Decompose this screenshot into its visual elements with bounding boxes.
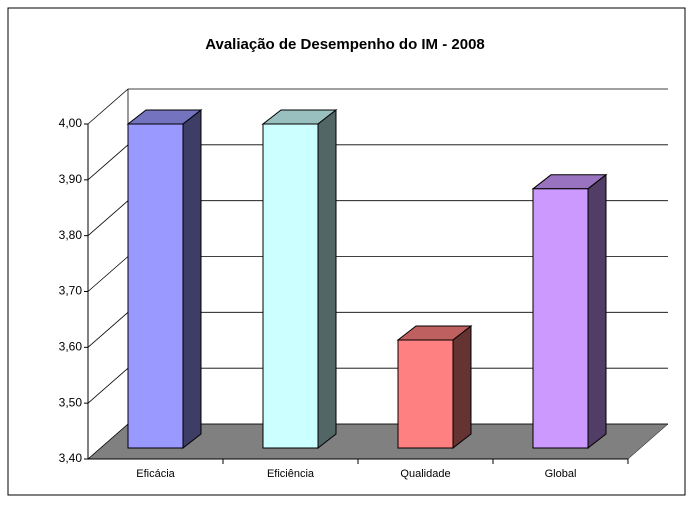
grid-line-side bbox=[87, 312, 129, 348]
y-tick-label: 3,70 bbox=[59, 284, 83, 298]
bar-side bbox=[587, 173, 607, 450]
grid-line-side bbox=[87, 256, 129, 292]
grid-line-side bbox=[87, 367, 129, 404]
x-tick-label: Qualidade bbox=[400, 468, 450, 480]
chart-title: Avaliação de Desempenho do IM - 2008 bbox=[205, 36, 485, 53]
y-tick-label: 3,40 bbox=[59, 451, 83, 465]
grid-line-side bbox=[87, 88, 129, 125]
y-tick-label: 3,90 bbox=[59, 172, 83, 186]
grid-line-side bbox=[87, 200, 129, 236]
grid-line-side bbox=[87, 423, 129, 460]
x-tick-label: Eficácia bbox=[136, 468, 175, 480]
x-tick-label: Eficiência bbox=[267, 468, 315, 480]
x-tick-label: Global bbox=[545, 468, 577, 480]
bar bbox=[127, 123, 184, 449]
bar-side bbox=[182, 108, 202, 450]
bar bbox=[397, 339, 454, 449]
bar-side bbox=[452, 324, 472, 450]
bar-side bbox=[317, 108, 337, 450]
grid-line-side bbox=[87, 144, 129, 181]
y-tick-label: 3,80 bbox=[59, 228, 83, 242]
y-tick-label: 3,50 bbox=[59, 395, 83, 409]
y-tick-label: 4,00 bbox=[59, 116, 83, 130]
bar bbox=[532, 188, 589, 449]
bar bbox=[262, 123, 319, 449]
y-tick-label: 3,60 bbox=[59, 340, 83, 354]
